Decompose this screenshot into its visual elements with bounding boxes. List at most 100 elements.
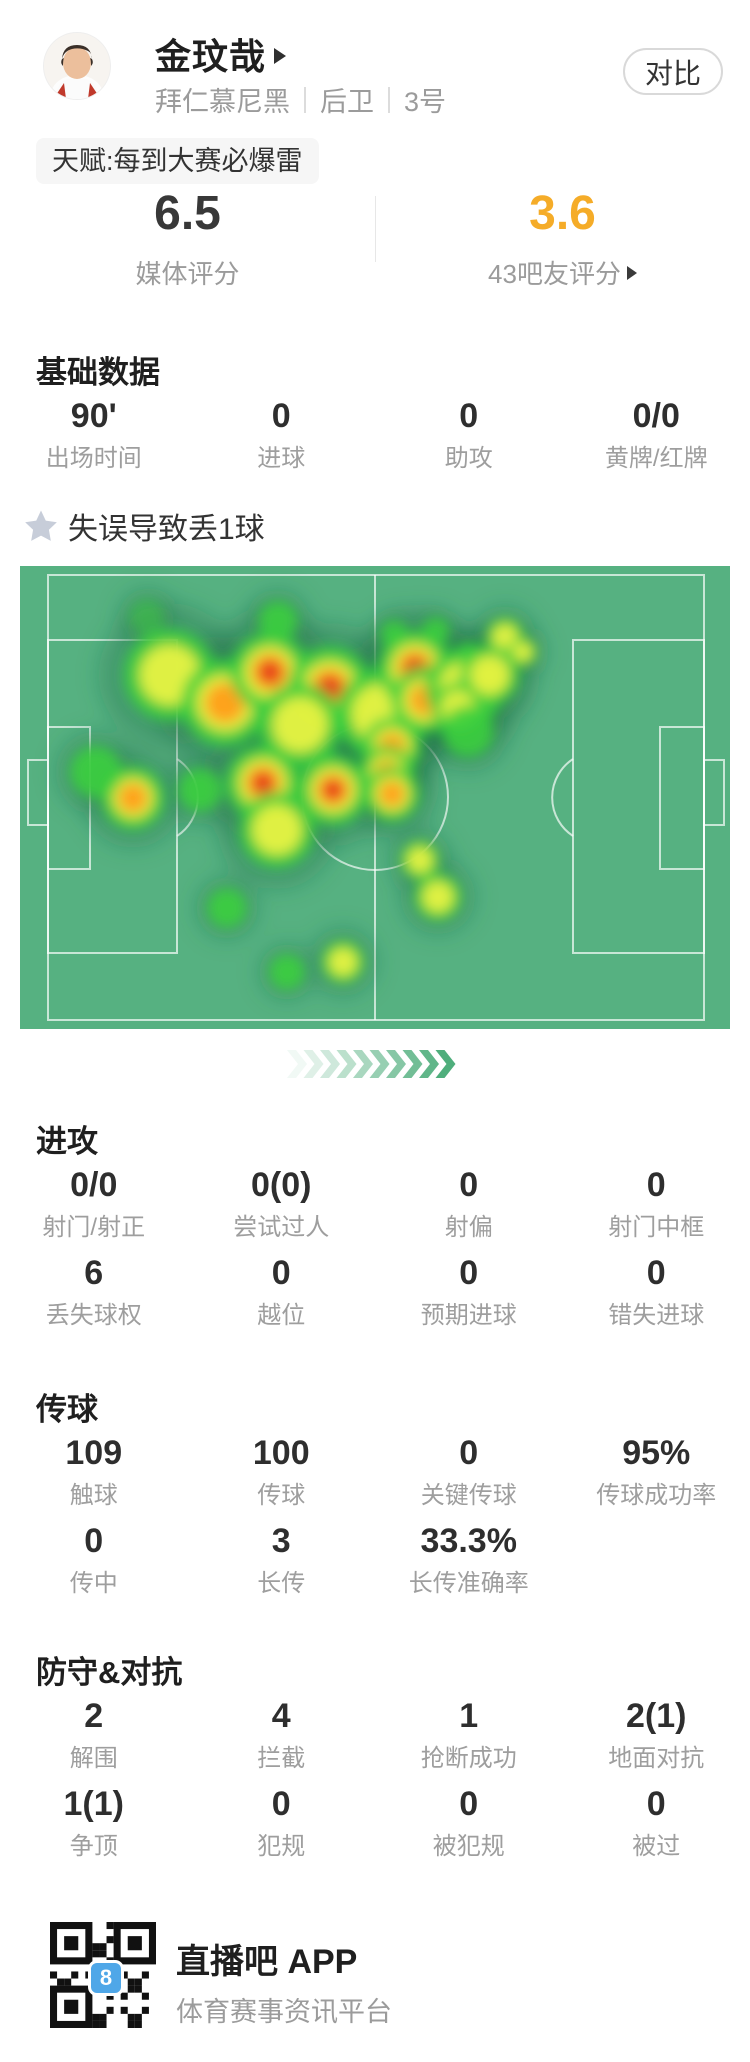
highlight-line: 失误导致丢1球 [22,504,265,548]
stat-label: 预期进球 [420,1302,517,1329]
pitch-drawing [20,566,730,1029]
stat-row: 90' 出场时间 0 进球 0 助攻 0/0 黄牌/红牌 [0,396,750,474]
stat-value: 0 [459,1166,479,1204]
stat-争顶: 1(1) 争顶 [0,1784,188,1862]
stat-拦截: 4 拦截 [188,1696,376,1774]
stat-label: 长传准确率 [408,1570,529,1597]
stat-label: 拦截 [257,1745,306,1772]
stat-关键传球: 0 关键传球 [375,1433,563,1511]
position: 后卫 [320,87,374,117]
highlight-text: 失误导致丢1球 [68,513,265,546]
media-rating-label: 媒体评分 [135,259,240,289]
stat-row: 2 解围 4 拦截 1 抢断成功 2(1) 地面对抗 [0,1696,750,1774]
avatar-photo [44,33,110,99]
section-title: 传球 [36,1392,98,1427]
stat-label: 射门中框 [608,1214,705,1241]
app-logo-badge: 8 [88,1960,124,1996]
stat-label: 长传 [257,1570,306,1597]
stat-value: 0 [459,397,479,435]
stat-触球: 109 触球 [0,1433,188,1511]
stat-label: 传球 [257,1482,306,1509]
stat-label: 关键传球 [420,1482,517,1509]
stat-row: 0/0 射门/射正 0(0) 尝试过人 0 射偏 0 射门中框 [0,1165,750,1243]
stat-row: 109 触球 100 传球 0 关键传球 95% 传球成功率 [0,1433,750,1511]
stat-value: 0 [84,1522,104,1560]
stat-label: 错失进球 [608,1302,705,1329]
compare-button[interactable]: 对比 [623,48,723,95]
app-description: 体育赛事资讯平台 [176,1997,392,2027]
stat-长传准确率: 33.3% 长传准确率 [375,1521,563,1599]
stat-row: 1(1) 争顶 0 犯规 0 被犯规 0 被过 [0,1784,750,1862]
stat-value: 3 [271,1522,291,1560]
stat-value: 1 [459,1697,479,1735]
stat-value: 0 [459,1785,479,1823]
section-title: 防守&对抗 [36,1655,183,1690]
section-title: 基础数据 [36,355,160,390]
stat-value: 0 [646,1785,666,1823]
stat-label: 被犯规 [432,1833,505,1860]
stat-label: 争顶 [69,1833,118,1860]
star-icon [25,510,57,541]
stat-value: 2 [84,1697,104,1735]
stat-传球: 100 传球 [188,1433,376,1511]
stat-预期进球: 0 预期进球 [375,1253,563,1331]
stat-value: 0 [459,1434,479,1472]
stat-value: 0 [646,1166,666,1204]
stat-value: 2(1) [626,1697,687,1735]
team-name: 拜仁慕尼黑 [155,87,290,117]
compare-button-label: 对比 [644,57,701,89]
stat-抢断成功: 1 抢断成功 [375,1696,563,1774]
stat-地面对抗: 2(1) 地面对抗 [563,1696,750,1774]
stat-value: 33.3% [420,1522,517,1560]
player-name-row[interactable]: 金玟哉 [155,28,287,80]
stat-label: 被过 [632,1833,681,1860]
stat-value: 0 [271,1785,291,1823]
stat-尝试过人: 0(0) 尝试过人 [188,1165,376,1243]
stat-射门中框: 0 射门中框 [563,1165,750,1243]
stat-label: 越位 [257,1302,306,1329]
chevrons-decoration [287,1050,456,1078]
stat-错失进球: 0 错失进球 [563,1253,750,1331]
player-name: 金玟哉 [155,36,267,77]
stat-value: 90' [70,397,117,435]
stat-解围: 2 解围 [0,1696,188,1774]
stat-label: 犯规 [257,1833,306,1860]
stat-value: 109 [65,1434,123,1472]
player-avatar[interactable] [44,33,110,99]
stat-越位: 0 越位 [188,1253,376,1331]
stat-label: 黄牌/红牌 [604,445,708,472]
vertical-divider [375,196,376,262]
stat-value: 4 [271,1697,291,1735]
stat-label: 解围 [69,1745,118,1772]
stat-label: 尝试过人 [233,1214,330,1241]
player-meta: 拜仁慕尼黑 后卫 3号 [155,80,446,119]
stat-助攻: 0 助攻 [375,396,563,474]
chevron-right-icon [626,265,637,280]
stat-value: 0 [459,1254,479,1292]
stat-value: 0 [271,1254,291,1292]
stat-label: 抢断成功 [420,1745,517,1772]
stat-label: 地面对抗 [608,1745,705,1772]
stat-value: 6 [84,1254,104,1292]
fan-rating[interactable]: 3.6 43吧友评分 [375,190,750,289]
fan-rating-label: 43吧友评分 [375,254,750,291]
stat-label: 传中 [69,1570,118,1597]
stat-value: 100 [252,1434,310,1472]
stat-被犯规: 0 被犯规 [375,1784,563,1862]
stat-被过: 0 被过 [563,1784,750,1862]
stat-射偏: 0 射偏 [375,1165,563,1243]
divider [388,86,390,113]
stat-row: 0 传中 3 长传 33.3% 长传准确率 [0,1521,750,1599]
stat-传中: 0 传中 [0,1521,188,1599]
stat-value: 1(1) [63,1785,124,1823]
stat-射门/射正: 0/0 射门/射正 [0,1165,188,1243]
app-name: 直播吧 APP [176,1943,358,1981]
shirt-number: 3号 [404,87,447,117]
stat-value: 95% [622,1434,691,1472]
stat-长传: 3 长传 [188,1521,376,1599]
stat-value: 0 [646,1254,666,1292]
stat-value: 0(0) [251,1166,312,1204]
chevron-right-icon [274,48,287,64]
media-rating: 6.5 媒体评分 [0,190,375,290]
stat-label: 触球 [69,1482,118,1509]
